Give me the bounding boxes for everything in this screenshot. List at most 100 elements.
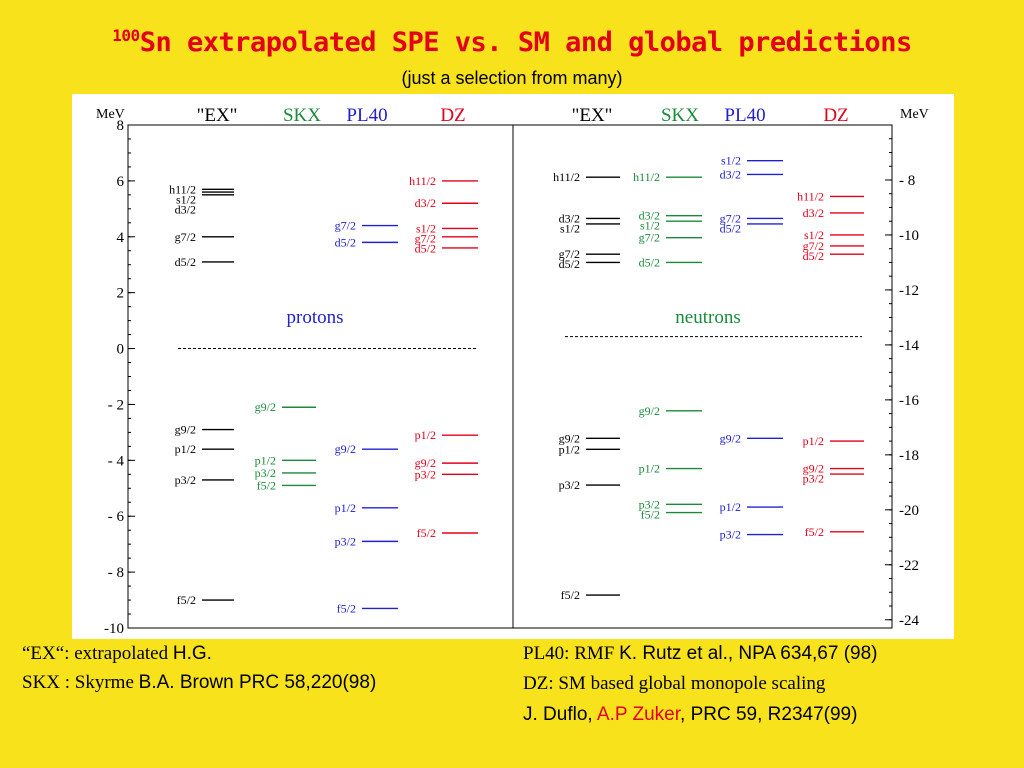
left-axis-tick-label: - 6 xyxy=(108,509,125,525)
left-axis-tick-label: 8 xyxy=(117,118,125,134)
column-header-protons: "EX" xyxy=(197,105,238,126)
level-label-ex: g9/2 xyxy=(175,423,196,437)
level-label-pl40: d3/2 xyxy=(720,167,741,181)
level-label-skx: g9/2 xyxy=(255,400,276,414)
level-label-pl40: s1/2 xyxy=(721,154,741,168)
panel-label: protons xyxy=(287,307,344,328)
left-axis-tick-label: 6 xyxy=(117,174,125,190)
level-label-skx: f5/2 xyxy=(257,478,276,492)
level-scheme-chart: 8 6 4 2 0 - 2 - 4 - 6 - 8 -10 MeV - 8 -10 -12 -14 -16 -1… xyxy=(72,94,954,639)
level-label-dz: d3/2 xyxy=(803,206,824,220)
column-header-neutrons: SKX xyxy=(661,105,699,126)
level-label-ex: d5/2 xyxy=(559,257,580,271)
note-ex: “EX“: extrapolated H.G. xyxy=(22,643,212,665)
level-label-dz: s1/2 xyxy=(416,221,436,235)
level-label-pl40: p3/2 xyxy=(720,528,741,542)
level-label-dz: s1/2 xyxy=(804,228,824,242)
level-label-ex: g7/2 xyxy=(175,230,196,244)
level-label-ex: h11/2 xyxy=(553,170,580,184)
level-label-pl40: g9/2 xyxy=(335,442,356,456)
level-label-skx: h11/2 xyxy=(633,170,660,184)
column-header-protons: PL40 xyxy=(346,105,387,126)
level-label-dz: p1/2 xyxy=(803,434,824,448)
right-axis-tick-label: -22 xyxy=(899,558,919,574)
title-mass-number: 100 xyxy=(112,26,140,45)
note-skx-prefix: SKX : Skyrme xyxy=(22,672,139,693)
level-label-skx: d3/2 xyxy=(639,209,660,223)
level-label-ex: f5/2 xyxy=(177,593,196,607)
level-label-ex: g9/2 xyxy=(559,431,580,445)
level-label-dz: p1/2 xyxy=(415,428,436,442)
level-label-pl40: g7/2 xyxy=(720,211,741,225)
right-axis-tick-label: -16 xyxy=(899,393,919,409)
level-label-pl40: p3/2 xyxy=(335,534,356,548)
note-dz: DZ: SM based global monopole scaling xyxy=(523,673,826,694)
level-label-skx: f5/2 xyxy=(641,507,660,521)
right-axis-tick-label: -12 xyxy=(899,283,919,299)
note-dz-ref-b: A.P Zuker xyxy=(596,704,681,725)
level-label-ex: p1/2 xyxy=(559,442,580,456)
right-axis-unit-label: MeV xyxy=(900,107,929,122)
level-label-dz: g7/2 xyxy=(415,231,436,245)
level-label-skx: g9/2 xyxy=(639,404,660,418)
title-main: Sn extrapolated SPE vs. SM and global pr… xyxy=(139,27,913,58)
level-label-pl40: g9/2 xyxy=(720,431,741,445)
right-axis-tick-label: -14 xyxy=(899,338,919,354)
note-dz-ref-a: J. Duflo, xyxy=(523,704,597,725)
level-label-dz: p3/2 xyxy=(415,467,436,481)
note-pl40-prefix: PL40: RMF xyxy=(523,643,620,664)
level-label-skx: p3/2 xyxy=(639,497,660,511)
note-ex-prefix: “EX“: extrapolated xyxy=(22,643,173,664)
level-label-ex: p3/2 xyxy=(175,473,196,487)
right-axis-tick-label: -20 xyxy=(899,503,919,519)
level-label-pl40: p1/2 xyxy=(335,501,356,515)
level-label-dz: f5/2 xyxy=(805,525,824,539)
note-pl40: PL40: RMF K. Rutz et al., NPA 634,67 (98… xyxy=(523,643,878,665)
level-label-dz: d5/2 xyxy=(415,241,436,255)
level-label-dz: h11/2 xyxy=(409,174,436,188)
note-skx-ref: B.A. Brown PRC 58,220(98) xyxy=(138,672,377,693)
note-dz-ref-c: , PRC 59, R2347(99) xyxy=(680,704,858,725)
left-axis-unit-label: MeV xyxy=(96,107,125,122)
right-axis-tick-label: -24 xyxy=(899,613,919,629)
column-header-neutrons: DZ xyxy=(823,105,848,126)
left-axis-tick-label: - 2 xyxy=(108,397,124,413)
column-header-protons: DZ xyxy=(440,105,465,126)
level-label-ex: g7/2 xyxy=(559,247,580,261)
level-label-skx: p3/2 xyxy=(255,466,276,480)
level-label-pl40: p1/2 xyxy=(720,500,741,514)
level-label-skx: p1/2 xyxy=(639,462,660,476)
level-label-pl40: d5/2 xyxy=(720,221,741,235)
chart-subtitle: (just a selection from many) xyxy=(401,68,623,88)
level-label-ex: s1/2 xyxy=(176,192,196,206)
level-label-dz: h11/2 xyxy=(797,189,824,203)
level-label-dz: g9/2 xyxy=(803,462,824,476)
level-label-ex: d5/2 xyxy=(175,255,196,269)
note-pl40-ref: K. Rutz et al., NPA 634,67 (98) xyxy=(619,643,878,664)
right-axis-tick-label: - 8 xyxy=(899,173,915,189)
note-ex-author: H.G. xyxy=(172,643,212,664)
level-label-dz: g7/2 xyxy=(803,239,824,253)
column-header-neutrons: "EX" xyxy=(572,105,613,126)
level-label-pl40: f5/2 xyxy=(337,601,356,615)
level-label-ex: h11/2 xyxy=(169,182,196,196)
level-label-skx: d5/2 xyxy=(639,255,660,269)
left-axis-tick-label: - 4 xyxy=(108,453,125,469)
left-axis-tick-label: 2 xyxy=(117,286,125,302)
level-label-ex: s1/2 xyxy=(560,221,580,235)
note-skx: SKX : Skyrme B.A. Brown PRC 58,220(98) xyxy=(22,672,376,694)
level-label-dz: f5/2 xyxy=(417,526,436,540)
left-axis-tick-label: - 8 xyxy=(108,565,124,581)
level-label-dz: d5/2 xyxy=(803,249,824,263)
level-label-ex: d3/2 xyxy=(559,211,580,225)
column-header-neutrons: PL40 xyxy=(724,105,765,126)
level-label-ex: f5/2 xyxy=(561,588,580,602)
panel-label: neutrons xyxy=(675,307,740,328)
left-axis-tick-label: 0 xyxy=(117,342,125,358)
note-dz-ref: J. Duflo, A.P Zuker, PRC 59, R2347(99) xyxy=(523,704,857,726)
left-axis-tick-label: -10 xyxy=(104,621,124,637)
level-label-skx: g7/2 xyxy=(639,231,660,245)
level-label-dz: p3/2 xyxy=(803,472,824,486)
level-label-ex: p3/2 xyxy=(559,478,580,492)
level-label-dz: d3/2 xyxy=(415,196,436,210)
